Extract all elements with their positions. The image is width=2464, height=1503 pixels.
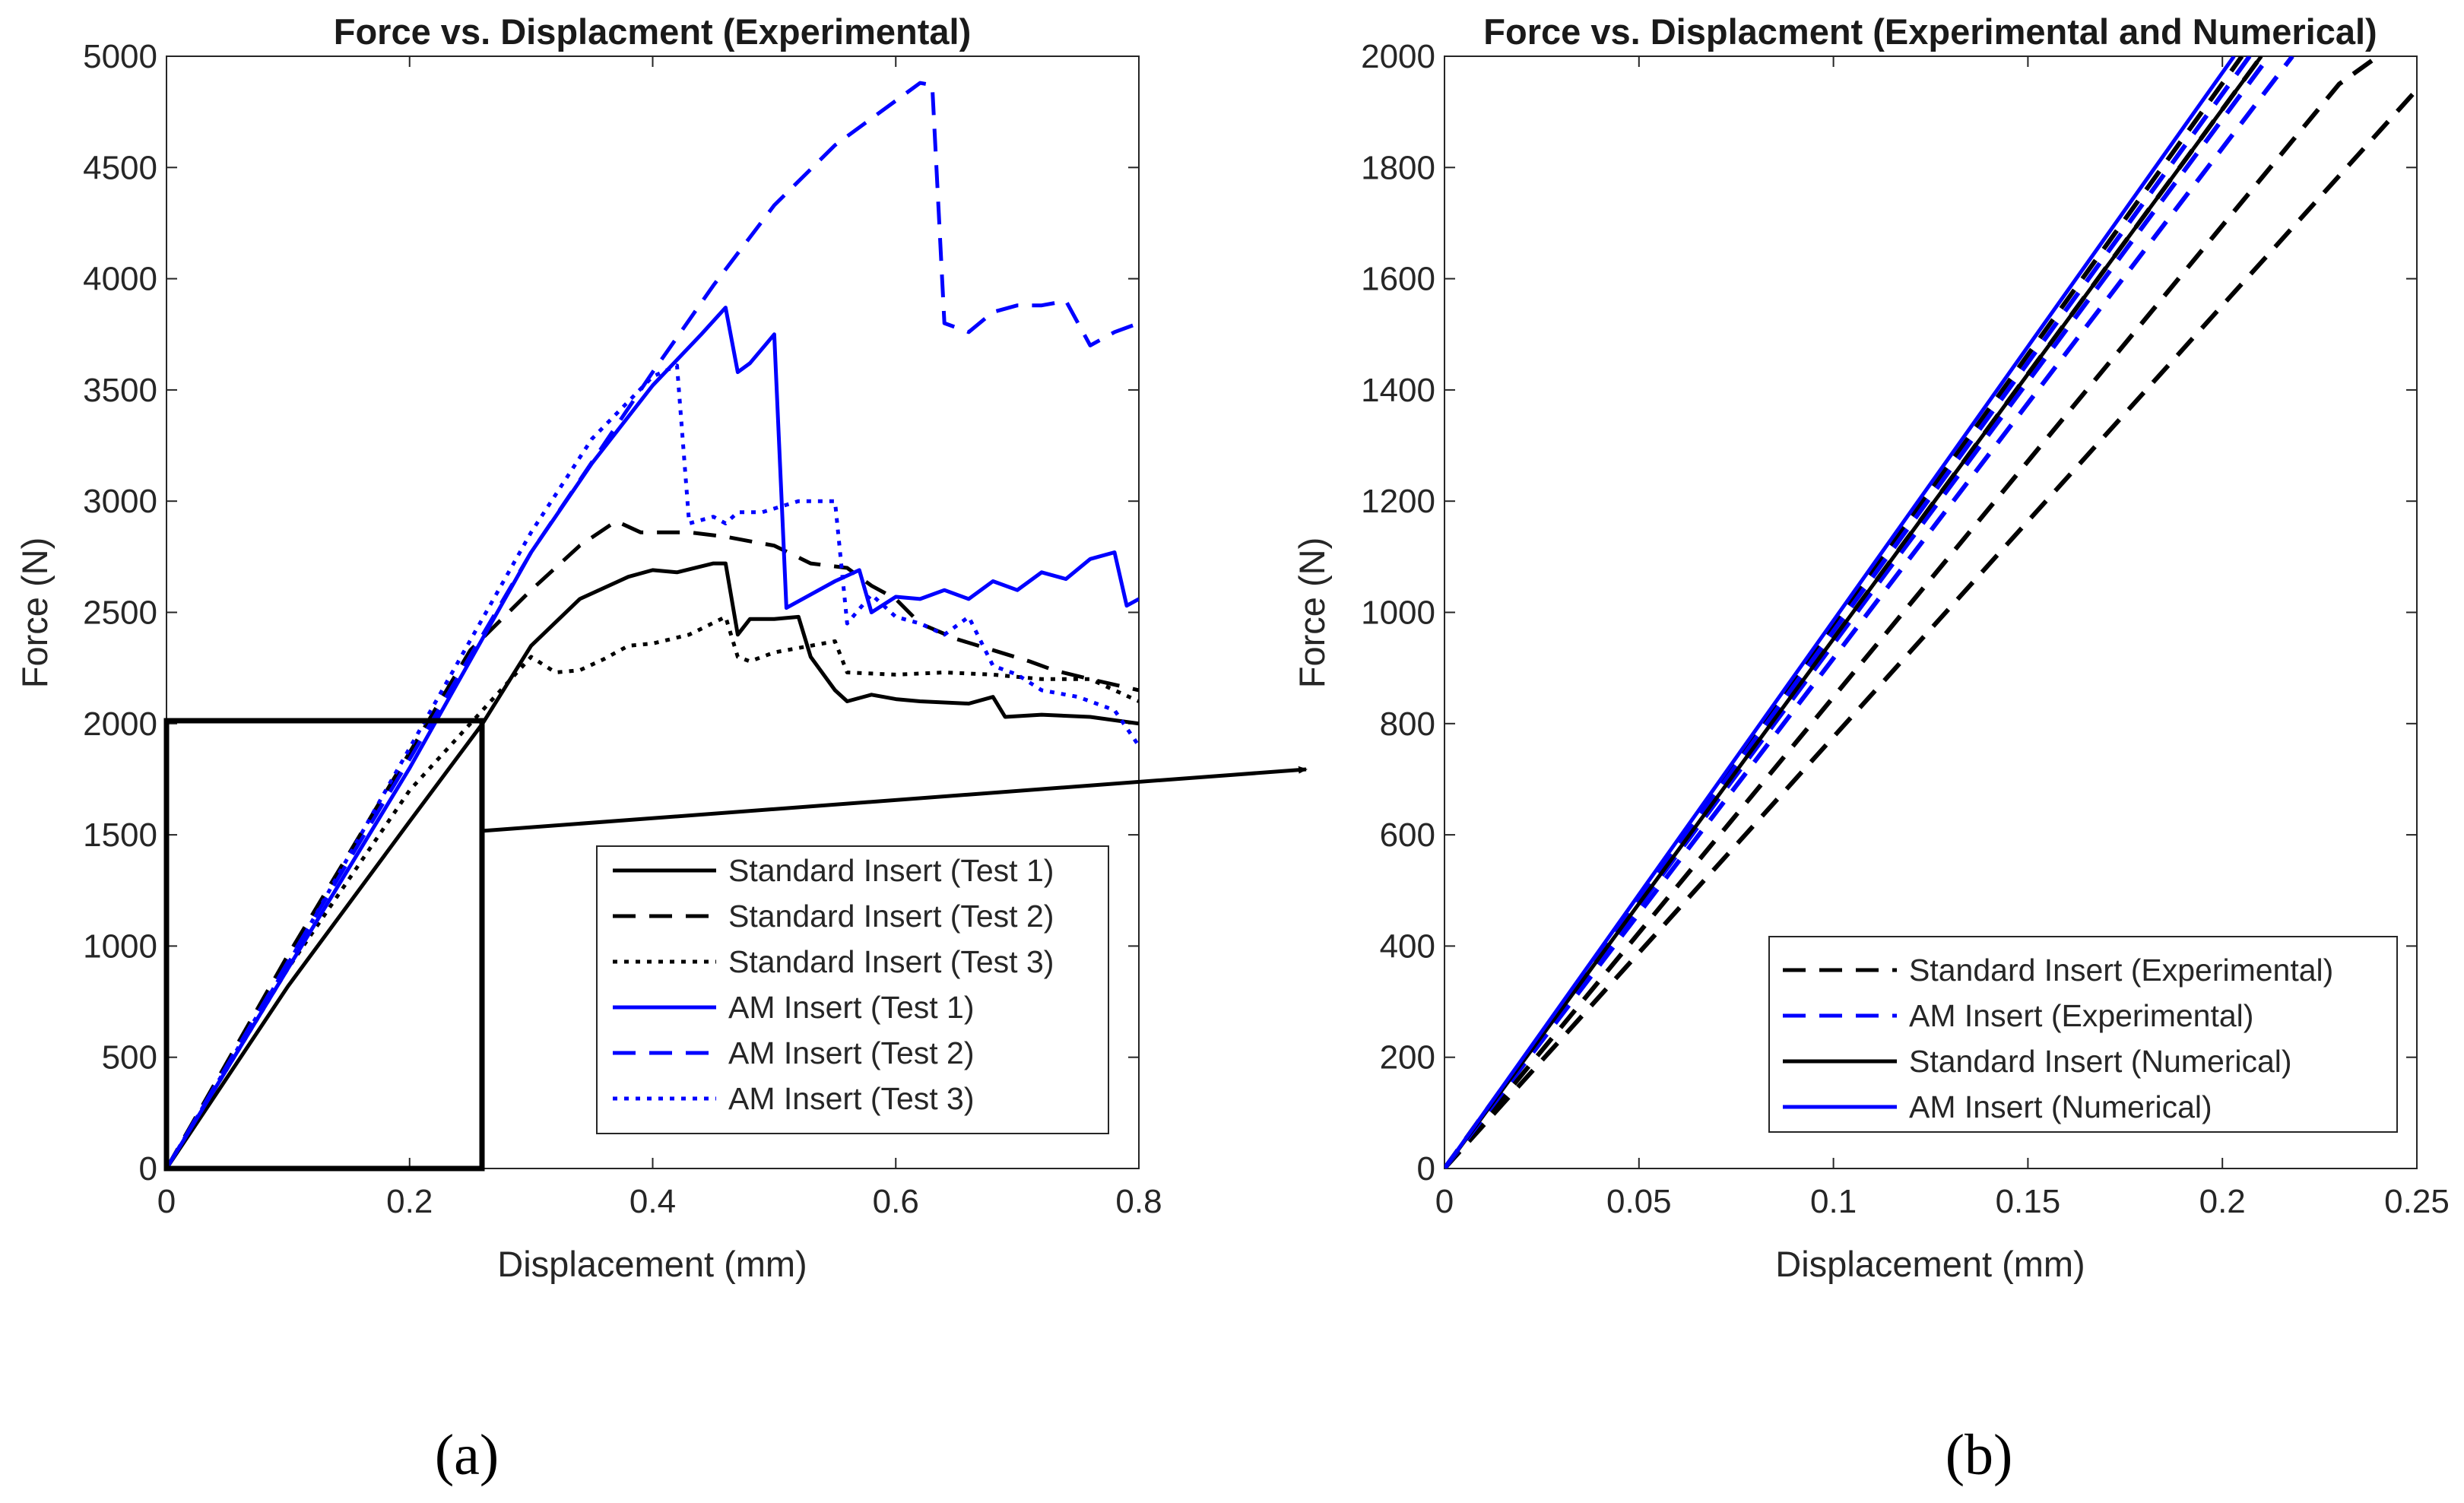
y-tick-label: 2000	[83, 706, 157, 743]
legend-label: AM Insert (Numerical)	[1909, 1089, 2212, 1124]
y-tick-label: 400	[1380, 927, 1435, 965]
series-line	[166, 614, 1139, 1168]
chart-b-title: Force vs. Displacment (Experimental and …	[1483, 11, 2377, 52]
x-tick-label: 0.25	[2384, 1183, 2450, 1220]
series-line	[1444, 56, 2236, 1168]
x-tick-label: 0.05	[1606, 1183, 1672, 1220]
series-line	[1444, 56, 2294, 1168]
x-tick-label: 0.6	[873, 1183, 919, 1220]
x-tick-label: 0.2	[386, 1183, 433, 1220]
legend-label: Standard Insert (Test 2)	[728, 899, 1054, 934]
zoom-region-box	[163, 718, 485, 1172]
y-tick-label: 1600	[1361, 261, 1435, 298]
series-line	[166, 519, 1139, 1168]
legend-label: Standard Insert (Test 1)	[728, 853, 1054, 888]
legend-label: Standard Insert (Test 3)	[728, 944, 1054, 979]
y-tick-label: 1400	[1361, 372, 1435, 409]
y-tick-label: 1000	[83, 927, 157, 965]
y-tick-label: 1000	[1361, 595, 1435, 632]
y-tick-label: 3500	[83, 372, 157, 409]
y-tick-label: 3000	[83, 483, 157, 520]
y-tick-label: 2500	[83, 595, 157, 632]
series-line	[166, 306, 1139, 1168]
chart-a: Force vs. Displacment (Experimental) 0 0.…	[14, 11, 1162, 1487]
y-tick-label: 0	[1417, 1150, 1435, 1187]
y-tick-label: 0	[139, 1150, 157, 1187]
legend-label: Standard Insert (Experimental)	[1909, 953, 2333, 988]
chart-b: Force vs. Displacment (Experimental and …	[1292, 11, 2450, 1487]
y-tick-label: 4000	[83, 261, 157, 298]
y-tick-label: 1800	[1361, 149, 1435, 186]
panel-label-a: (a)	[435, 1423, 499, 1487]
y-tick-label: 200	[1380, 1039, 1435, 1077]
x-tick-label: 0.8	[1115, 1183, 1162, 1220]
y-tick-label: 4500	[83, 149, 157, 186]
chart-b-ylabel: Force (N)	[1292, 537, 1332, 688]
legend-label: AM Insert (Experimental)	[1909, 998, 2253, 1033]
chart-a-xlabel: Displacement (mm)	[497, 1244, 807, 1284]
x-tick-label: 0.4	[629, 1183, 676, 1220]
zoom-arrow	[481, 766, 1308, 833]
y-tick-label: 600	[1380, 817, 1435, 854]
legend-label: Standard Insert (Numerical)	[1909, 1044, 2292, 1079]
series-line	[1444, 56, 2263, 1168]
y-tick-label: 2000	[1361, 38, 1435, 75]
x-tick-label: 0.15	[1996, 1183, 2061, 1220]
y-tick-label: 1500	[83, 817, 157, 854]
chart-a-legend-box	[596, 845, 1109, 1134]
series-line	[166, 561, 1139, 1168]
chart-a-title: Force vs. Displacment (Experimental)	[334, 11, 971, 52]
x-tick-label: 0.1	[1810, 1183, 1857, 1220]
series-line	[166, 363, 1139, 1168]
chart-b-legend: Standard Insert (Experimental) AM Insert …	[1768, 936, 2398, 1133]
chart-b-xlabel: Displacement (mm)	[1775, 1244, 2085, 1284]
y-tick-label: 800	[1380, 706, 1435, 743]
x-tick-label: 0.2	[2199, 1183, 2246, 1220]
x-tick-label: 0	[1435, 1183, 1454, 1220]
y-tick-label: 5000	[83, 38, 157, 75]
series-line	[1444, 87, 2417, 1168]
y-tick-label: 500	[102, 1039, 157, 1077]
legend-label: AM Insert (Test 1)	[728, 990, 975, 1025]
y-tick-label: 1200	[1361, 483, 1435, 520]
series-line	[166, 81, 1139, 1168]
chart-a-legend: Standard Insert (Test 1) Standard Insert …	[596, 845, 1109, 1134]
x-tick-label: 0	[157, 1183, 176, 1220]
legend-label: AM Insert (Test 3)	[728, 1081, 975, 1116]
legend-label: AM Insert (Test 2)	[728, 1035, 975, 1070]
chart-a-ylabel: Force (N)	[14, 537, 55, 688]
panel-label-b: (b)	[1946, 1423, 2013, 1487]
series-line	[1444, 56, 2380, 1168]
